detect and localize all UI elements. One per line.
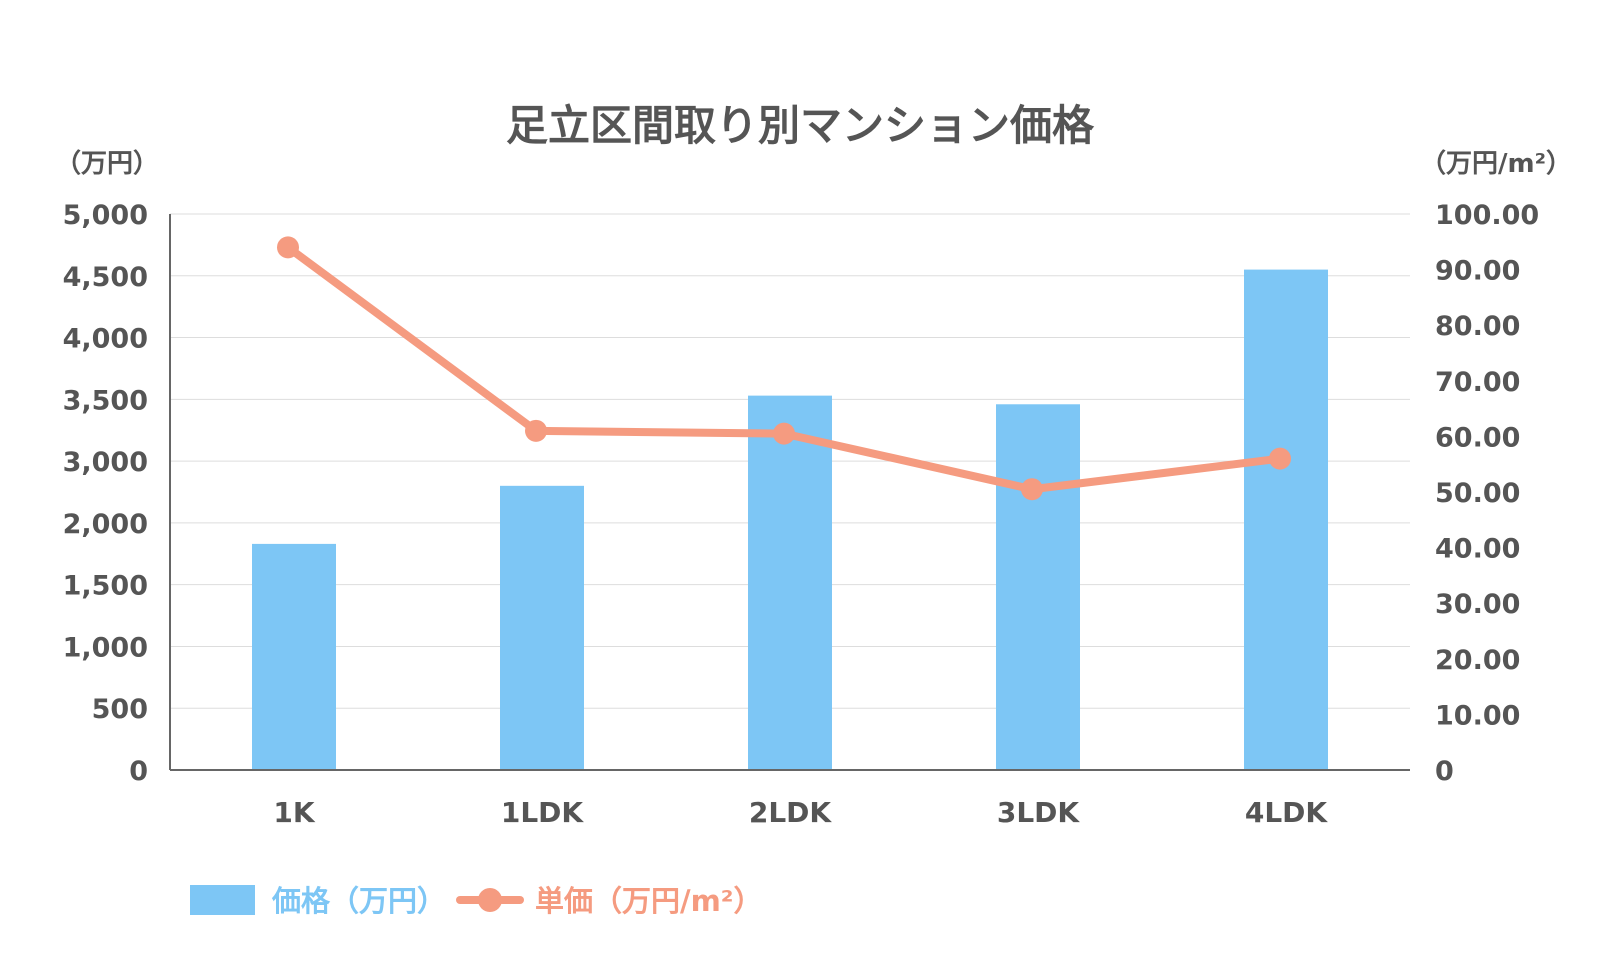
left-tick-label: 3,500: [63, 385, 148, 416]
right-tick-label: 50.00: [1435, 478, 1520, 509]
left-tick-label: 2,000: [63, 509, 148, 540]
left-tick-label: 4,500: [63, 262, 148, 293]
right-tick-label: 100.00: [1435, 200, 1539, 231]
legend-bar-label: 価格（万円）: [271, 884, 446, 918]
bar: [996, 404, 1080, 770]
bar: [1244, 269, 1328, 770]
legend: 価格（万円） 単価（万円/m²）: [190, 884, 763, 918]
line-point: [525, 419, 547, 442]
legend-line-marker: [478, 888, 502, 912]
category-labels: 1K 1LDK 2LDK 3LDK 4LDK: [273, 796, 1328, 829]
category-label: 4LDK: [1245, 796, 1329, 829]
line-series: [277, 236, 1291, 501]
left-tick-label: 3,000: [63, 447, 148, 478]
legend-line-label: 単価（万円/m²）: [535, 884, 763, 918]
right-tick-label: 90.00: [1435, 256, 1520, 287]
left-tick-label: 5,000: [63, 200, 148, 231]
line-point: [1021, 478, 1043, 501]
legend-bar-swatch: [190, 885, 255, 915]
right-tick-label: 0: [1435, 756, 1454, 787]
line-point: [1269, 447, 1291, 470]
bar: [748, 395, 832, 770]
left-tick-label: 0: [129, 756, 148, 787]
bar-series: [252, 269, 1328, 770]
bar: [500, 485, 584, 770]
right-axis-unit: （万円/m²）: [1420, 149, 1572, 179]
left-axis-ticks: 0 500 1,000 1,500 2,000 3,000 3,500 4,000 4,500 5…: [63, 200, 148, 787]
left-axis-unit: （万円）: [55, 149, 159, 179]
right-tick-label: 20.00: [1435, 645, 1520, 676]
left-tick-label: 4,000: [63, 324, 148, 355]
category-label: 2LDK: [749, 796, 833, 829]
left-tick-label: 500: [92, 694, 148, 725]
right-tick-label: 30.00: [1435, 589, 1520, 620]
bar: [252, 543, 336, 770]
line-point: [277, 236, 299, 259]
line-point: [773, 422, 795, 445]
right-axis-ticks: 0 10.00 20.00 30.00 40.00 50.00 60.00 70.00 80.0…: [1435, 200, 1539, 787]
chart-title: 足立区間取り別マンション価格: [506, 101, 1095, 150]
category-label: 1LDK: [501, 796, 585, 829]
left-tick-label: 1,500: [63, 571, 148, 602]
right-tick-label: 80.00: [1435, 311, 1520, 342]
right-tick-label: 70.00: [1435, 367, 1520, 398]
right-tick-label: 60.00: [1435, 422, 1520, 453]
left-tick-label: 1,000: [63, 632, 148, 663]
right-tick-label: 40.00: [1435, 534, 1520, 565]
right-tick-label: 10.00: [1435, 700, 1520, 731]
category-label: 1K: [273, 796, 315, 829]
category-label: 3LDK: [997, 796, 1081, 829]
